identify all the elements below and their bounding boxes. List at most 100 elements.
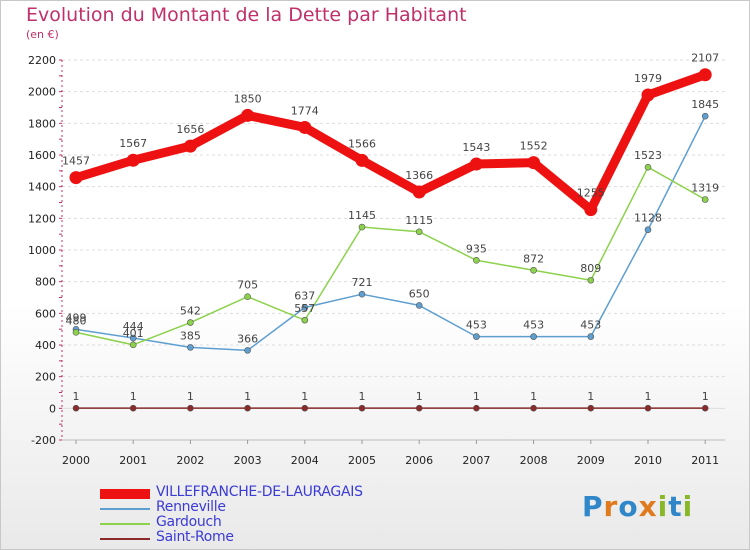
data-label: 1552: [520, 140, 548, 153]
y-tick-label: 1400: [28, 181, 56, 194]
data-label: 935: [466, 242, 487, 255]
grid-layer: [62, 59, 725, 441]
x-tick-label: 2009: [577, 454, 605, 467]
data-point: [69, 171, 83, 185]
data-label: 542: [180, 305, 201, 318]
data-label: 1523: [634, 149, 662, 162]
data-point: [701, 112, 709, 120]
data-label: 1567: [119, 137, 147, 150]
legend-swatch: [100, 488, 150, 499]
data-point: [584, 203, 598, 217]
data-label: 1: [473, 390, 480, 403]
y-tick-label: 200: [35, 371, 56, 384]
data-label: 1: [130, 390, 137, 403]
chart-title: Evolution du Montant de la Dette par Hab…: [26, 4, 467, 26]
data-label: 557: [294, 302, 315, 315]
data-label: 705: [237, 279, 258, 292]
data-label: 2107: [691, 52, 719, 65]
data-point: [701, 404, 709, 412]
data-label: 1255: [577, 187, 605, 200]
data-point: [244, 404, 251, 412]
data-point: [701, 196, 709, 203]
data-label: 453: [466, 319, 487, 332]
data-label: 1: [702, 390, 709, 403]
data-label: 480: [66, 314, 87, 327]
data-point: [129, 334, 137, 342]
chart-subtitle: (en €): [26, 28, 59, 41]
data-point: [358, 404, 366, 412]
data-label: 809: [580, 262, 601, 275]
data-point: [527, 156, 541, 170]
data-point: [301, 316, 309, 324]
data-label: 1366: [405, 169, 433, 182]
data-label: 721: [352, 276, 373, 289]
y-tick-label: 800: [35, 276, 56, 289]
data-point: [183, 139, 197, 153]
data-point: [129, 404, 137, 412]
data-point: [72, 404, 80, 412]
y-tick-label: 2000: [28, 86, 56, 99]
label-layer: 1 1 1 1 1 1 1 1 1 1 1 1 499 444 385 366 637 721 650 453 453 4…: [62, 52, 719, 403]
data-label: 872: [523, 252, 544, 265]
data-label: 366: [237, 332, 258, 345]
data-point: [415, 228, 423, 236]
data-label: 1: [301, 390, 308, 403]
x-tick-label: 2005: [348, 454, 376, 467]
legend-swatch: [100, 537, 150, 540]
data-label: 1: [187, 390, 194, 403]
data-point: [530, 404, 537, 412]
data-label: 1128: [634, 212, 662, 225]
data-label: 1: [416, 390, 423, 403]
data-label: 453: [523, 319, 544, 332]
y-tick-label: -200: [31, 434, 56, 447]
y-tick-label: 0: [49, 402, 56, 415]
data-point: [187, 404, 194, 412]
data-label: 1319: [691, 181, 719, 194]
x-tick-label: 2002: [176, 454, 204, 467]
data-point: [301, 304, 309, 311]
data-point: [415, 404, 423, 412]
data-label: 499: [66, 311, 87, 324]
legend-swatch: [100, 507, 150, 510]
data-point: [587, 333, 595, 340]
data-label: 1850: [234, 92, 262, 105]
data-point: [72, 329, 80, 336]
x-tick-label: 2011: [691, 454, 719, 467]
data-point: [415, 302, 423, 309]
data-label: 1979: [634, 72, 662, 85]
series-line-gardouch: [75, 166, 706, 346]
data-point: [469, 157, 483, 171]
x-tick-label: 2007: [462, 454, 490, 467]
data-point: [644, 163, 652, 171]
proxiti-logo: Proxiti: [582, 490, 693, 523]
legend-label: Saint-Rome: [156, 529, 234, 545]
logo-letter: P: [582, 490, 604, 523]
x-tick-label: 2000: [62, 454, 90, 467]
data-label: 1566: [348, 137, 376, 150]
data-label: 1845: [691, 98, 719, 111]
data-point: [244, 347, 251, 354]
y-tick-label: 1600: [28, 149, 56, 162]
data-label: 1115: [405, 214, 433, 227]
data-point: [358, 223, 366, 231]
data-label: 1656: [176, 123, 204, 136]
data-label: 1: [244, 390, 251, 403]
y-tick-label: 400: [35, 339, 56, 352]
logo-letter: r: [603, 490, 619, 523]
data-point: [473, 256, 480, 264]
data-point: [355, 153, 369, 167]
data-point: [473, 404, 480, 412]
data-point: [244, 293, 251, 301]
legend-label: Gardouch: [156, 514, 222, 530]
x-tick-label: 2008: [520, 454, 548, 467]
data-point: [187, 344, 194, 351]
data-point: [358, 290, 366, 298]
y-tick-label: 2200: [28, 54, 56, 67]
axis-layer: -200 0 200 400 600 800 1000 1200 1400 1600 1800 200…: [28, 54, 725, 467]
data-point: [298, 120, 312, 134]
x-tick-label: 2001: [119, 454, 147, 467]
data-label: 401: [123, 327, 144, 340]
logo-letter: i: [657, 490, 669, 523]
data-label: 444: [123, 320, 144, 333]
